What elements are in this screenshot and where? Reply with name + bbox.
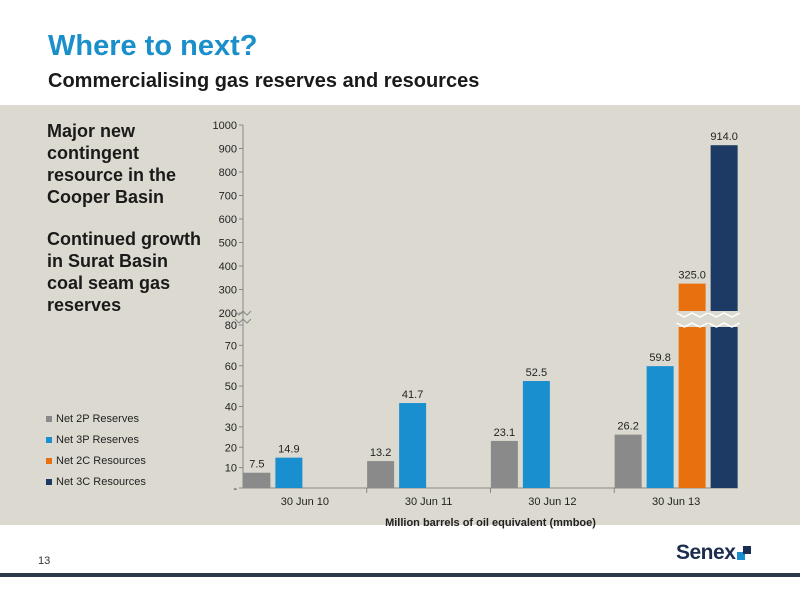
bar-s1-c1 xyxy=(399,403,427,488)
legend-swatch-net-2p xyxy=(46,415,52,422)
data-label-s0-c0: 7.5 xyxy=(249,459,264,471)
y-tick-upper-7: 900 xyxy=(219,144,237,156)
legend-item-net-3c: Net 3C Resources xyxy=(46,471,146,492)
y-tick-upper-0: 200 xyxy=(219,308,237,320)
bar-s0-c1 xyxy=(367,461,395,488)
data-label-s1-c2: 52.5 xyxy=(526,367,547,379)
axis-break-marker-top xyxy=(234,310,252,316)
side-text-para-1: Major new contingent resource in the Coo… xyxy=(47,121,177,207)
x-tick-label-3: 30 Jun 13 xyxy=(652,496,700,508)
bar-s0-c2 xyxy=(490,440,518,488)
y-tick-upper-6: 800 xyxy=(219,167,237,179)
y-tick-lower-0: - xyxy=(233,483,237,495)
legend-item-net-2c: Net 2C Resources xyxy=(46,450,146,471)
side-text: Major new contingent resource in the Coo… xyxy=(47,120,207,336)
x-tick-label-2: 30 Jun 12 xyxy=(528,496,576,508)
data-label-s1-c1: 41.7 xyxy=(402,389,423,401)
y-tick-lower-2: 20 xyxy=(225,442,237,454)
legend-label-net-2c: Net 2C Resources xyxy=(56,454,146,467)
y-tick-lower-4: 40 xyxy=(225,402,237,414)
bar-break-gap-s2-c3 xyxy=(676,311,708,327)
legend-label-net-2p: Net 2P Reserves xyxy=(56,412,139,425)
data-label-s0-c3: 26.2 xyxy=(617,421,638,433)
logo-text: Senex xyxy=(676,541,736,564)
slide-subtitle: Commercialising gas reserves and resourc… xyxy=(48,70,480,92)
logo-mark-icon xyxy=(737,546,752,560)
legend-label-net-3p: Net 3P Reserves xyxy=(56,433,139,446)
bar-break-line-bottom-s2-c3 xyxy=(676,322,708,328)
data-label-s3-c3: 914.0 xyxy=(710,131,738,143)
legend-swatch-net-2c xyxy=(46,457,52,464)
y-tick-upper-8: 1000 xyxy=(213,120,237,132)
legend-item-net-2p: Net 2P Reserves xyxy=(46,408,146,429)
legend-swatch-net-3c xyxy=(46,478,52,485)
data-label-s1-c0: 14.9 xyxy=(278,444,299,456)
bar-break-gap-s3-c3 xyxy=(708,311,740,327)
y-tick-lower-7: 70 xyxy=(225,340,237,352)
y-tick-upper-3: 500 xyxy=(219,238,237,250)
data-label-s0-c1: 13.2 xyxy=(370,447,391,459)
bar-break-line-top-s2-c3 xyxy=(676,312,708,318)
y-tick-upper-1: 300 xyxy=(219,285,237,297)
axis-break-marker-bottom xyxy=(234,318,252,324)
side-text-para-2: Continued growth in Surat Basin coal sea… xyxy=(47,229,201,315)
legend-label-net-3c: Net 3C Resources xyxy=(56,475,146,488)
x-axis-title: Million barrels of oil equivalent (mmboe… xyxy=(385,517,596,529)
bar-s0-c0 xyxy=(243,472,271,488)
bar-s1-c2 xyxy=(522,381,550,488)
y-tick-lower-5: 50 xyxy=(225,381,237,393)
slide-title: Where to next? xyxy=(48,30,258,62)
y-tick-lower-3: 30 xyxy=(225,422,237,434)
y-tick-upper-4: 600 xyxy=(219,214,237,226)
chart-legend: Net 2P Reserves Net 3P Reserves Net 2C R… xyxy=(46,408,146,492)
y-tick-lower-8: 80 xyxy=(225,320,237,332)
data-label-s2-c3: 325.0 xyxy=(678,270,706,282)
y-tick-lower-6: 60 xyxy=(225,361,237,373)
bar-s1-c0 xyxy=(275,457,303,488)
page-number: 13 xyxy=(38,555,51,567)
y-tick-lower-1: 10 xyxy=(225,463,237,475)
legend-swatch-net-3p xyxy=(46,436,52,443)
senex-logo: Senex xyxy=(676,541,752,565)
data-label-s1-c3: 59.8 xyxy=(649,352,670,364)
x-tick-label-1: 30 Jun 11 xyxy=(405,496,453,508)
data-label-s0-c2: 23.1 xyxy=(494,427,515,439)
y-tick-upper-5: 700 xyxy=(219,191,237,203)
legend-item-net-3p: Net 3P Reserves xyxy=(46,429,146,450)
bar-s0-c3 xyxy=(614,434,642,488)
bar-break-line-top-s3-c3 xyxy=(708,312,740,318)
x-tick-label-0: 30 Jun 10 xyxy=(281,496,329,508)
bar-s1-c3 xyxy=(646,366,674,488)
y-tick-upper-2: 400 xyxy=(219,261,237,273)
footer-rule xyxy=(0,573,800,577)
bar-break-line-bottom-s3-c3 xyxy=(708,322,740,328)
